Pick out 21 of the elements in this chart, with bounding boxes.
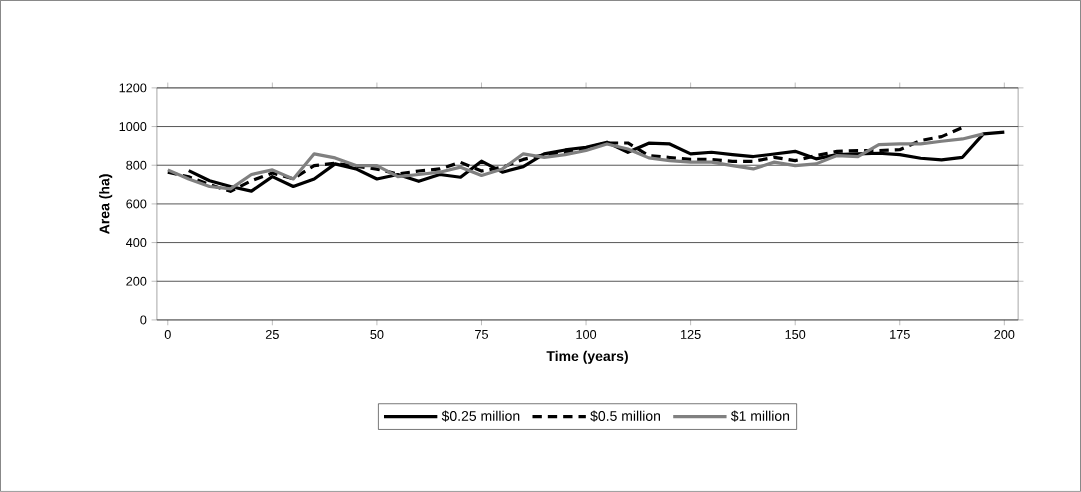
x-tick-label: 150 [785, 330, 806, 340]
y-tick-label: 400 [126, 238, 147, 248]
y-tick-label: 0 [140, 315, 147, 325]
legend-label: $1 million [730, 410, 790, 422]
x-tick-label: 75 [475, 330, 489, 339]
y-axis-title: Area (ha) [99, 174, 113, 234]
y-tick-label: 1200 [119, 83, 147, 93]
y-tick-label: 600 [126, 199, 147, 209]
legend-label: $0.5 million [590, 410, 660, 422]
x-tick-label: 0 [164, 330, 171, 340]
x-axis-title: Time (years) [546, 350, 628, 364]
x-tick-label: 200 [994, 330, 1015, 340]
y-tick-label: 1000 [119, 122, 147, 132]
y-tick-label: 800 [126, 160, 147, 170]
x-tick-label: 100 [576, 330, 597, 340]
y-tick-label: 200 [126, 276, 147, 286]
legend-label: $0.25 million [441, 410, 520, 422]
x-tick-label: 125 [681, 330, 701, 340]
x-tick-label: 175 [890, 330, 910, 339]
x-tick-label: 50 [370, 330, 384, 340]
x-tick-label: 25 [265, 330, 279, 340]
